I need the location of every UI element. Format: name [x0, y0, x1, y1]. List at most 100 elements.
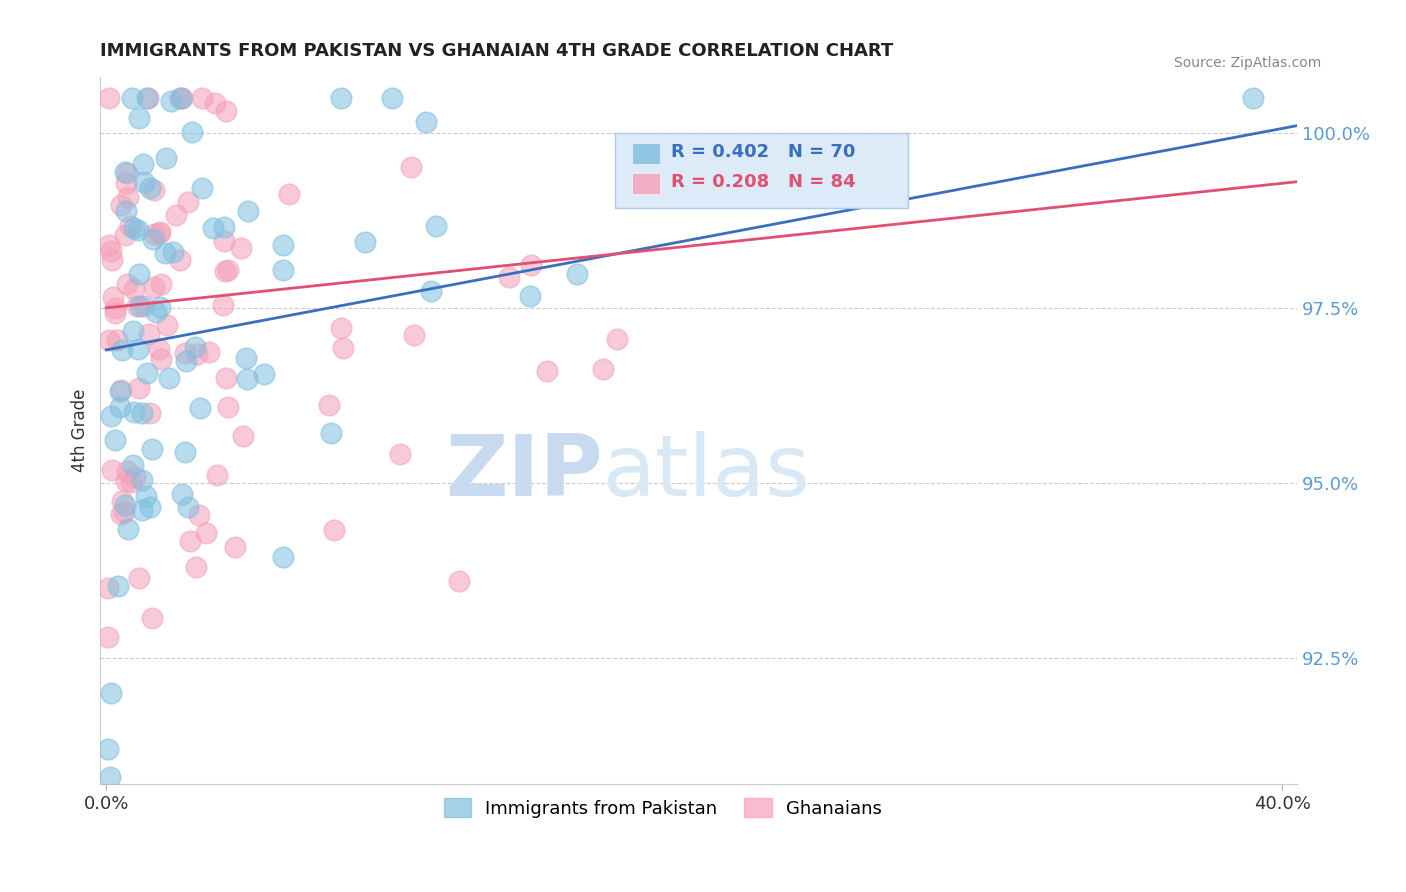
Point: [129, 299, 152, 313]
Point: [100, 409, 122, 423]
Point: [380, 90, 402, 104]
Point: [149, 300, 172, 314]
Text: Source: ZipAtlas.com: Source: ZipAtlas.com: [1174, 55, 1322, 70]
Point: [389, 447, 412, 461]
Point: [97, 630, 120, 644]
Legend: Immigrants from Pakistan, Ghanaians: Immigrants from Pakistan, Ghanaians: [436, 791, 889, 825]
Point: [174, 354, 197, 368]
Text: IMMIGRANTS FROM PAKISTAN VS GHANAIAN 4TH GRADE CORRELATION CHART: IMMIGRANTS FROM PAKISTAN VS GHANAIAN 4TH…: [100, 42, 894, 60]
Point: [150, 277, 173, 292]
Point: [122, 404, 145, 418]
Point: [218, 400, 240, 414]
Point: [498, 270, 520, 285]
Point: [128, 571, 150, 585]
Point: [122, 324, 145, 338]
Point: [120, 475, 142, 489]
Point: [236, 371, 259, 385]
Point: [177, 500, 200, 514]
Point: [122, 458, 145, 472]
Point: [606, 332, 628, 346]
Point: [110, 384, 132, 398]
Point: [128, 267, 150, 281]
Point: [148, 342, 170, 356]
Point: [134, 299, 156, 313]
Point: [155, 151, 177, 165]
Point: [190, 90, 212, 104]
Point: [181, 125, 204, 139]
Point: [110, 507, 132, 521]
Point: [122, 282, 145, 296]
Point: [536, 364, 558, 378]
Point: [124, 469, 146, 483]
Point: [98, 333, 121, 347]
Point: [401, 160, 423, 174]
Point: [217, 263, 239, 277]
Point: [101, 463, 124, 477]
Point: [156, 318, 179, 333]
Point: [169, 90, 191, 104]
Point: [131, 406, 153, 420]
Point: [232, 429, 254, 443]
Point: [115, 474, 138, 488]
Point: [592, 362, 614, 376]
Point: [229, 241, 252, 255]
Point: [191, 181, 214, 195]
Point: [235, 351, 257, 365]
Point: [271, 237, 294, 252]
Text: ZIP: ZIP: [446, 432, 603, 515]
Point: [415, 115, 437, 129]
Point: [224, 540, 246, 554]
Y-axis label: 4th Grade: 4th Grade: [72, 389, 89, 472]
Point: [404, 327, 426, 342]
Point: [100, 244, 122, 259]
Point: [565, 267, 588, 281]
Point: [132, 157, 155, 171]
Point: [139, 406, 162, 420]
Point: [100, 252, 122, 267]
Point: [112, 505, 135, 519]
Point: [236, 203, 259, 218]
Point: [174, 346, 197, 360]
Point: [124, 221, 146, 235]
Point: [186, 347, 208, 361]
Point: [111, 494, 134, 508]
Point: [139, 180, 162, 194]
Point: [141, 611, 163, 625]
Point: [103, 301, 125, 316]
Text: R = 0.402   N = 70: R = 0.402 N = 70: [671, 144, 855, 161]
Point: [136, 90, 159, 104]
Point: [149, 225, 172, 239]
Point: [212, 219, 235, 234]
Point: [97, 581, 120, 595]
Point: [127, 342, 149, 356]
Point: [202, 220, 225, 235]
Point: [142, 227, 165, 241]
Point: [157, 371, 180, 385]
Point: [211, 298, 233, 312]
Point: [170, 487, 193, 501]
Point: [148, 226, 170, 240]
Point: [330, 321, 353, 335]
Point: [97, 742, 120, 756]
Point: [420, 285, 443, 299]
Point: [108, 400, 131, 414]
Point: [98, 238, 121, 252]
Point: [332, 341, 354, 355]
Point: [143, 279, 166, 293]
Point: [271, 549, 294, 564]
Point: [184, 340, 207, 354]
Point: [115, 277, 138, 292]
Point: [205, 467, 228, 482]
Point: [519, 289, 541, 303]
Point: [149, 352, 172, 367]
Point: [215, 371, 238, 385]
FancyBboxPatch shape: [631, 143, 661, 164]
Point: [204, 95, 226, 110]
Point: [110, 198, 132, 212]
Point: [318, 398, 340, 412]
Text: R = 0.208   N = 84: R = 0.208 N = 84: [671, 173, 856, 191]
Point: [174, 445, 197, 459]
Point: [114, 227, 136, 242]
Point: [101, 289, 124, 303]
Point: [1241, 90, 1264, 104]
